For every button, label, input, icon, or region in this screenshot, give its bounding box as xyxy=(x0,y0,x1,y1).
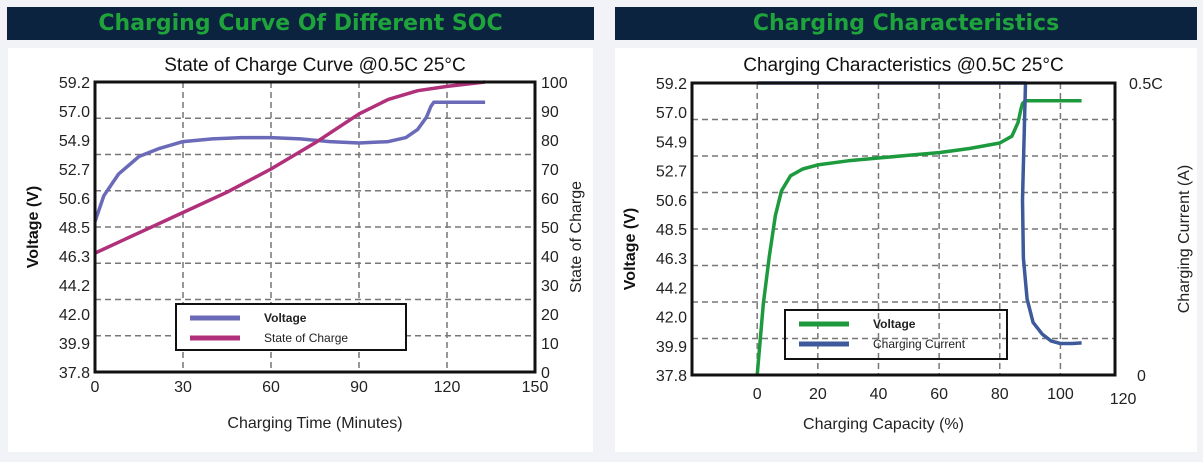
y-tick-label: 54.9 xyxy=(656,134,687,151)
y-tick-label: 39.9 xyxy=(59,336,90,353)
characteristics-chart: Charging Characteristics @0.5C 25°C 59.2 5… xyxy=(622,55,1193,433)
x-tick-label: 120 xyxy=(1110,391,1137,408)
y-tick-label: 50.6 xyxy=(59,191,90,208)
y2-tick-label: 20 xyxy=(541,307,559,324)
series-line-charging-current xyxy=(757,81,1082,346)
y-tick-label: 57.0 xyxy=(656,105,687,122)
y2-axis-label: Charging Current (A) xyxy=(1176,165,1193,314)
y2-tick-label: 100 xyxy=(541,75,568,92)
legend-box xyxy=(175,303,407,351)
x-tick-label: 120 xyxy=(434,379,461,396)
x-tick-label: 40 xyxy=(870,386,888,403)
y-tick-label: 46.3 xyxy=(656,251,687,268)
y-axis-label: Voltage (V) xyxy=(622,208,639,290)
y-tick-label: 44.2 xyxy=(656,280,687,297)
y-tick-label: 52.7 xyxy=(59,162,90,179)
y2-tick-label: 30 xyxy=(541,278,559,295)
x-tick-label: 0 xyxy=(753,386,762,403)
y2-tick-label: 90 xyxy=(541,104,559,121)
y-tick-label: 46.3 xyxy=(59,249,90,266)
y-tick-label: 44.2 xyxy=(59,278,90,295)
y-tick-label: 59.2 xyxy=(656,76,687,93)
y2-tick-label: 70 xyxy=(541,162,559,179)
chart-card: State of Charge Curve @0.5C 25°C 59.2 57.0… xyxy=(8,48,593,452)
x-tick-label: 20 xyxy=(809,386,827,403)
x-tick-label: 30 xyxy=(174,379,192,396)
y2-tick-label: 0 xyxy=(541,365,550,382)
series-line-voltage xyxy=(93,100,486,223)
y-axis-label: Voltage (V) xyxy=(25,186,42,268)
y-tick-label: 57.0 xyxy=(59,104,90,121)
legend-label: State of Charge xyxy=(264,331,348,345)
y-tick-label: 59.2 xyxy=(59,75,90,92)
series-line-state-of-charge xyxy=(94,80,486,255)
legend-label: Voltage xyxy=(264,311,307,325)
y2-tick-label: 60 xyxy=(541,191,559,208)
y2-tick-label: 50 xyxy=(541,220,559,237)
x-tick-label: 100 xyxy=(1047,386,1074,403)
y2-tick-label: 40 xyxy=(541,249,559,266)
y-tick-label: 37.8 xyxy=(656,368,687,385)
y2-tick-label: 80 xyxy=(541,133,559,150)
x-tick-label: 90 xyxy=(350,379,368,396)
legend-box xyxy=(784,309,1008,360)
x-tick-label: 0 xyxy=(91,379,100,396)
legend-label: Voltage xyxy=(873,317,916,331)
soc-chart: State of Charge Curve @0.5C 25°C 59.2 57.0… xyxy=(25,55,585,432)
chart-card: Charging Characteristics @0.5C 25°C 59.2 5… xyxy=(615,48,1197,452)
y2-axis-label: State of Charge xyxy=(568,181,585,293)
chart-title: Charging Characteristics @0.5C 25°C xyxy=(743,55,1063,76)
legend-label: Charging Current xyxy=(873,337,966,351)
x-axis-label: Charging Capacity (%) xyxy=(803,416,964,433)
x-tick-label: 80 xyxy=(991,386,1009,403)
x-axis-label: Charging Time (Minutes) xyxy=(227,415,402,432)
y-tick-label: 50.6 xyxy=(656,193,687,210)
chart-title: State of Charge Curve @0.5C 25°C xyxy=(164,55,465,76)
series-line-voltage xyxy=(755,98,1082,376)
y-tick-label: 37.8 xyxy=(59,365,90,382)
y-tick-label: 52.7 xyxy=(656,164,687,181)
x-tick-label: 60 xyxy=(262,379,280,396)
y2-tick-label: 10 xyxy=(541,336,559,353)
panel-characteristics: Charging Characteristics Charging Charac… xyxy=(615,7,1197,452)
plot-frame xyxy=(93,80,537,374)
plot-frame xyxy=(690,81,1117,377)
y-tick-label: 39.9 xyxy=(656,339,687,356)
x-tick-label: 150 xyxy=(522,379,549,396)
y-tick-label: 54.9 xyxy=(59,133,90,150)
panel-soc: Charging Curve Of Different SOC State of… xyxy=(7,7,594,452)
y2-tick-label: 0.5C xyxy=(1129,76,1163,93)
y-tick-label: 48.5 xyxy=(59,220,90,237)
x-tick-label: 60 xyxy=(930,386,948,403)
y-tick-label: 42.0 xyxy=(656,310,687,327)
panel-header: Charging Characteristics xyxy=(615,7,1197,40)
panel-header: Charging Curve Of Different SOC xyxy=(7,7,594,40)
y-tick-label: 42.0 xyxy=(59,307,90,324)
y2-tick-label: 0 xyxy=(1137,368,1146,385)
y-tick-label: 48.5 xyxy=(656,222,687,239)
